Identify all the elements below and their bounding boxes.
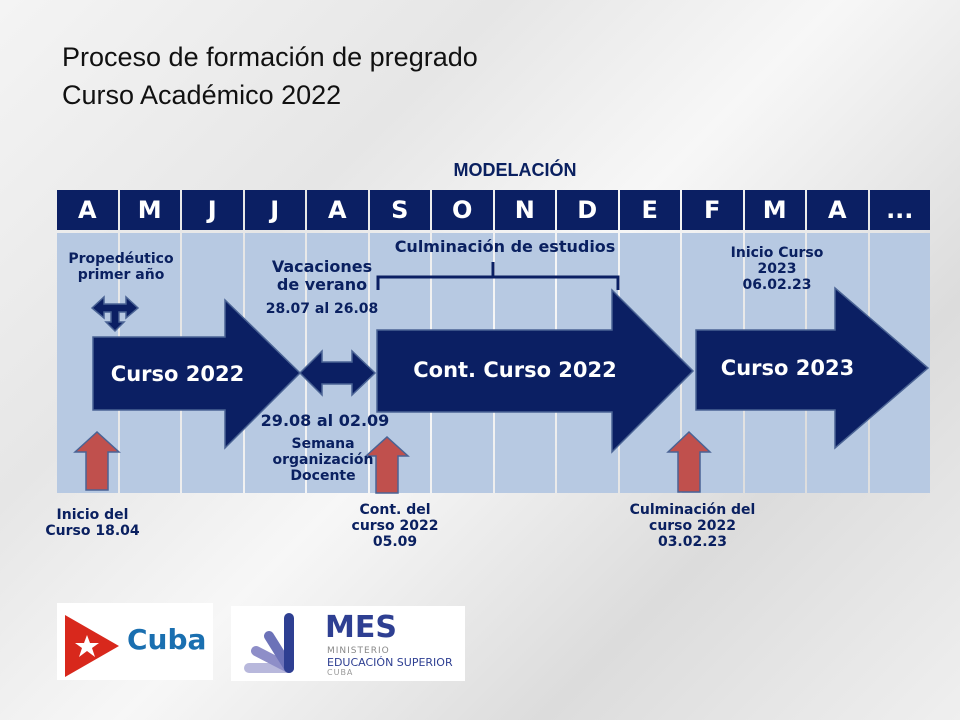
title-line2: Curso Académico 2022 [62, 80, 342, 110]
vacaciones-fecha: 28.07 al 26.08 [265, 301, 379, 317]
mes-logo-text: MES [325, 610, 397, 645]
mes-logo: MES MINISTERIO EDUCACIÓN SUPERIOR CUBA [231, 606, 465, 681]
cont-curso-2022-text: Cont. Curso 2022 [413, 358, 617, 382]
mes-logo-line1: MINISTERIO [327, 646, 390, 656]
month-header-cell: J [244, 190, 305, 230]
culminacion-estudios-label: Culminación de estudios [394, 237, 616, 256]
up-arrow-icon [73, 430, 121, 491]
t-arrow-icon [90, 295, 140, 333]
bracket [376, 262, 620, 290]
month-header-cell: M [744, 190, 805, 230]
propedeutico-label: Propedéutico primer año [68, 251, 174, 284]
curso-2023-text: Curso 2023 [720, 356, 855, 380]
title-line1: Proceso de formación de pregrado [62, 42, 478, 72]
month-header-cell: A [807, 190, 868, 230]
month-header: A M J J A S O N D E F M A... [57, 190, 930, 230]
month-header-cell: O [432, 190, 493, 230]
month-header-cell: ... [869, 190, 930, 230]
month-header-cell: D [557, 190, 618, 230]
mes-logo-line2: EDUCACIÓN SUPERIOR [327, 656, 453, 669]
inicio-2023-label: Inicio Curso 2023 06.02.23 [730, 245, 824, 294]
culminacion-curso-label: Culminación del curso 2022 03.02.23 [629, 502, 756, 551]
cuba-logo-text: Cuba [127, 623, 207, 656]
curso-2022-text: Curso 2022 [110, 362, 245, 386]
cont-curso-label: Cont. del curso 2022 05.09 [351, 502, 439, 551]
double-arrow [298, 349, 377, 397]
modelacion-label: MODELACIÓN [453, 160, 577, 180]
month-header-cell: J [182, 190, 243, 230]
month-header-cell: A [57, 190, 118, 230]
month-header-cell: M [119, 190, 180, 230]
month-header-cell: F [682, 190, 743, 230]
month-header-cell: N [494, 190, 555, 230]
semana-label: Semana organización Docente [272, 436, 374, 485]
cuba-logo: Cuba [57, 603, 213, 680]
month-header-cell: E [619, 190, 680, 230]
inicio-curso-label: Inicio del Curso 18.04 [45, 507, 140, 540]
curso-2023-arrow [695, 286, 930, 450]
month-header-cell: A [307, 190, 368, 230]
month-header-cell: S [369, 190, 430, 230]
semana-fecha: 29.08 al 02.09 [260, 411, 390, 430]
vacaciones-label: Vacaciones de verano [271, 257, 373, 295]
curso-2022-arrow [92, 298, 302, 450]
up-arrow-icon [364, 435, 410, 494]
up-arrow-icon [666, 430, 712, 493]
cont-curso-2022-arrow [376, 288, 695, 454]
mes-logo-line3: CUBA [327, 668, 354, 677]
